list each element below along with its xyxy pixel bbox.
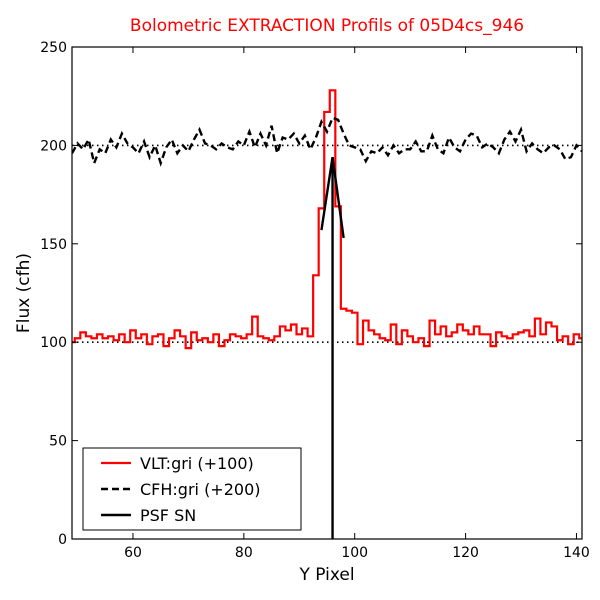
legend-label: CFH:gri (+200) [140,480,261,499]
y-tick-label: 150 [40,237,67,253]
y-tick-label: 100 [40,335,67,351]
legend-label: PSF SN [140,506,196,525]
legend-label: VLT:gri (+100) [140,454,254,473]
legend-box [82,447,302,531]
x-tick-label: 80 [235,545,253,561]
plot-frame [71,46,583,540]
y-axis-label: Flux (cfh) [14,253,34,333]
x-tick-label: 100 [341,545,368,561]
series-group [72,89,582,539]
plot-area: 60 80 100 120 140 0 50 100 150 200 250 [40,40,590,561]
series-cfh-gri-line [72,116,582,168]
y-tick-label: 250 [40,40,67,56]
series-vlt-gri-line [72,89,582,350]
y-tick-label: 50 [49,434,67,450]
y-tick-label: 0 [58,532,67,548]
x-axis-label: Y Pixel [298,565,354,585]
y-tick-label: 200 [40,138,67,154]
x-tick-label: 140 [563,545,590,561]
x-tick-label: 120 [452,545,479,561]
x-tick-label: 60 [124,545,142,561]
chart-title: Bolometric EXTRACTION Profils of 05D4cs_… [130,16,524,36]
legend: VLT:gri (+100) CFH:gri (+200) PSF SN [82,447,302,531]
